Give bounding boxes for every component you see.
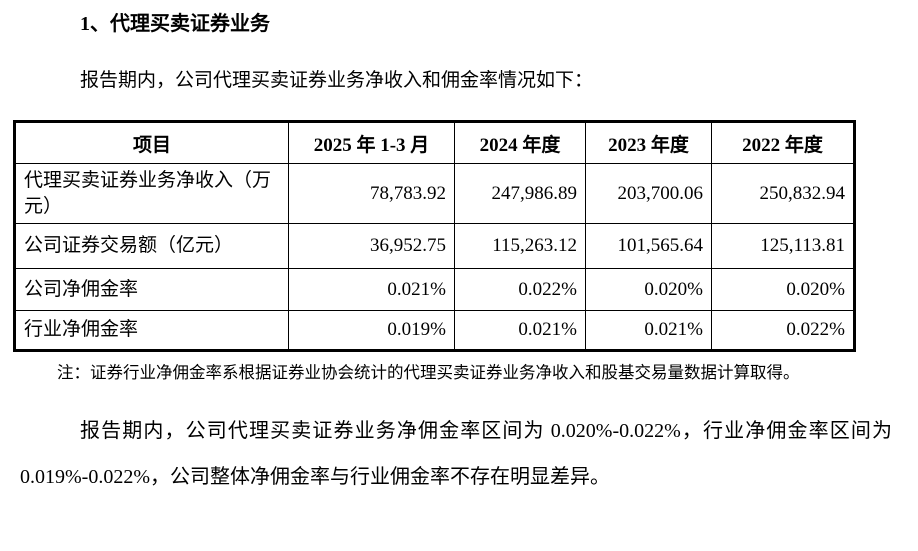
value-cell: 0.022%: [711, 310, 855, 351]
section-title: 1、代理买卖证券业务: [80, 13, 270, 35]
column-header-2024: 2024 年度: [454, 121, 586, 164]
value-cell: 0.019%: [288, 310, 455, 351]
value-cell: 0.020%: [711, 268, 855, 311]
value-cell: 203,700.06: [585, 163, 712, 224]
value-cell: 125,113.81: [711, 223, 855, 269]
column-header-item: 项目: [14, 121, 289, 164]
row-label-cell: 代理买卖证券业务净收入（万元）: [14, 163, 289, 224]
commission-rate-table: 项目 2025 年 1-3 月 2024 年度 2023 年度 2022 年度 …: [13, 120, 856, 352]
row-label-cell: 公司证券交易额（亿元）: [14, 223, 289, 269]
note-paragraph: 注：证券行业净佣金率系根据证券业协会统计的代理买卖证券业务净收入和股基交易量数据…: [57, 363, 800, 382]
value-cell: 0.021%: [585, 310, 712, 351]
value-cell: 0.022%: [454, 268, 586, 311]
value-cell: 247,986.89: [454, 163, 586, 224]
table-row: 代理买卖证券业务净收入（万元） 78,783.92 247,986.89 203…: [14, 163, 855, 224]
column-header-2023: 2023 年度: [585, 121, 712, 164]
value-cell: 0.020%: [585, 268, 712, 311]
table-row: 公司证券交易额（亿元） 36,952.75 115,263.12 101,565…: [14, 223, 855, 269]
table-row: 行业净佣金率 0.019% 0.021% 0.021% 0.022%: [14, 310, 855, 351]
value-cell: 101,565.64: [585, 223, 712, 269]
value-cell: 250,832.94: [711, 163, 855, 224]
value-cell: 78,783.92: [288, 163, 455, 224]
row-label-cell: 公司净佣金率: [14, 268, 289, 311]
value-cell: 0.021%: [454, 310, 586, 351]
intro-paragraph: 报告期内，公司代理买卖证券业务净收入和佣金率情况如下：: [80, 70, 594, 91]
value-cell: 0.021%: [288, 268, 455, 311]
column-header-2022: 2022 年度: [711, 121, 855, 164]
row-label-cell: 行业净佣金率: [14, 310, 289, 351]
table-header-row: 项目 2025 年 1-3 月 2024 年度 2023 年度 2022 年度: [14, 121, 855, 164]
value-cell: 36,952.75: [288, 223, 455, 269]
closing-paragraph: 报告期内，公司代理买卖证券业务净佣金率区间为 0.020%-0.022%，行业净…: [20, 420, 892, 488]
value-cell: 115,263.12: [454, 223, 586, 269]
table-row: 公司净佣金率 0.021% 0.022% 0.020% 0.020%: [14, 268, 855, 311]
column-header-2025q1: 2025 年 1-3 月: [288, 121, 455, 164]
